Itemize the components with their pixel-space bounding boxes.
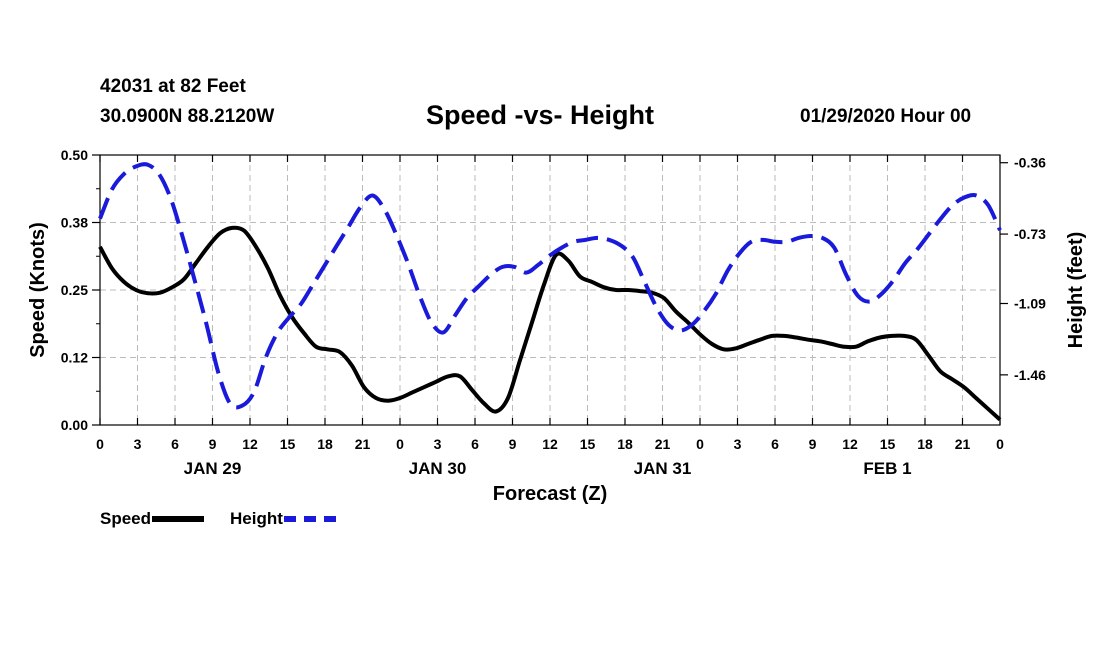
day-label: FEB 1 xyxy=(863,459,911,478)
x-tick-label: 18 xyxy=(917,436,933,452)
x-tick-label: 18 xyxy=(617,436,633,452)
x-tick-label: 18 xyxy=(317,436,333,452)
forecast-datetime: 01/29/2020 Hour 00 xyxy=(800,106,972,127)
y2-axis-title: Height (feet) xyxy=(1065,232,1087,349)
y-tick-label: 0.12 xyxy=(61,350,88,366)
station-title: 42031 at 82 Feet xyxy=(100,76,246,97)
x-axis-title: Forecast (Z) xyxy=(493,483,607,505)
x-tick-label: 15 xyxy=(880,436,896,452)
day-label: JAN 30 xyxy=(409,459,467,478)
legend-height: Height xyxy=(230,509,336,529)
legend-speed-label: Speed xyxy=(100,509,152,528)
axis-labels: 0 3 6 9 12 15 18 21 0 3 6 9 12 15 18 21 0 3 6 9 12 15 18 21 0JAN… xyxy=(61,147,1046,478)
x-tick-label: 6 xyxy=(471,436,479,452)
station-coordinates: 30.0900N 88.2120W xyxy=(100,106,275,127)
x-tick-label: 21 xyxy=(955,436,971,452)
x-tick-label: 0 xyxy=(696,436,704,452)
x-tick-label: 15 xyxy=(580,436,596,452)
axis-ticks xyxy=(92,154,1008,426)
x-tick-label: 12 xyxy=(242,436,258,452)
x-tick-label: 9 xyxy=(209,436,217,452)
legend-speed: Speed xyxy=(100,509,205,529)
x-tick-label: 3 xyxy=(434,436,442,452)
x-tick-label: 21 xyxy=(355,436,371,452)
legend-speed-swatch xyxy=(152,516,205,522)
height-series-line xyxy=(98,162,1002,410)
y-tick-label: 0.50 xyxy=(61,147,88,163)
y-tick-label: 0.00 xyxy=(61,417,88,433)
grid-lines xyxy=(100,155,1000,425)
day-label: JAN 29 xyxy=(184,459,242,478)
x-tick-label: 3 xyxy=(734,436,742,452)
y2-tick-label: -1.46 xyxy=(1014,367,1046,383)
x-tick-label: 6 xyxy=(771,436,779,452)
x-tick-label: 12 xyxy=(542,436,558,452)
x-tick-label: 9 xyxy=(509,436,517,452)
x-tick-label: 0 xyxy=(96,436,104,452)
x-tick-label: 15 xyxy=(280,436,296,452)
speed-series-line xyxy=(98,225,1002,422)
x-tick-label: 0 xyxy=(396,436,404,452)
y-axis-title: Speed (Knots) xyxy=(27,222,49,358)
x-tick-label: 3 xyxy=(134,436,142,452)
legend-height-swatch xyxy=(283,516,336,522)
x-tick-label: 6 xyxy=(171,436,179,452)
day-label: JAN 31 xyxy=(634,459,692,478)
y2-tick-label: -0.73 xyxy=(1014,226,1046,242)
chart-title: Speed -vs- Height xyxy=(426,100,655,130)
x-tick-label: 0 xyxy=(996,436,1004,452)
legend-height-label: Height xyxy=(230,509,283,528)
y2-tick-label: -1.09 xyxy=(1014,296,1046,312)
y-tick-label: 0.38 xyxy=(61,215,88,231)
x-tick-label: 21 xyxy=(655,436,671,452)
x-tick-label: 12 xyxy=(842,436,858,452)
x-tick-label: 9 xyxy=(809,436,817,452)
y-tick-label: 0.25 xyxy=(61,282,88,298)
y2-tick-label: -0.36 xyxy=(1014,155,1046,171)
